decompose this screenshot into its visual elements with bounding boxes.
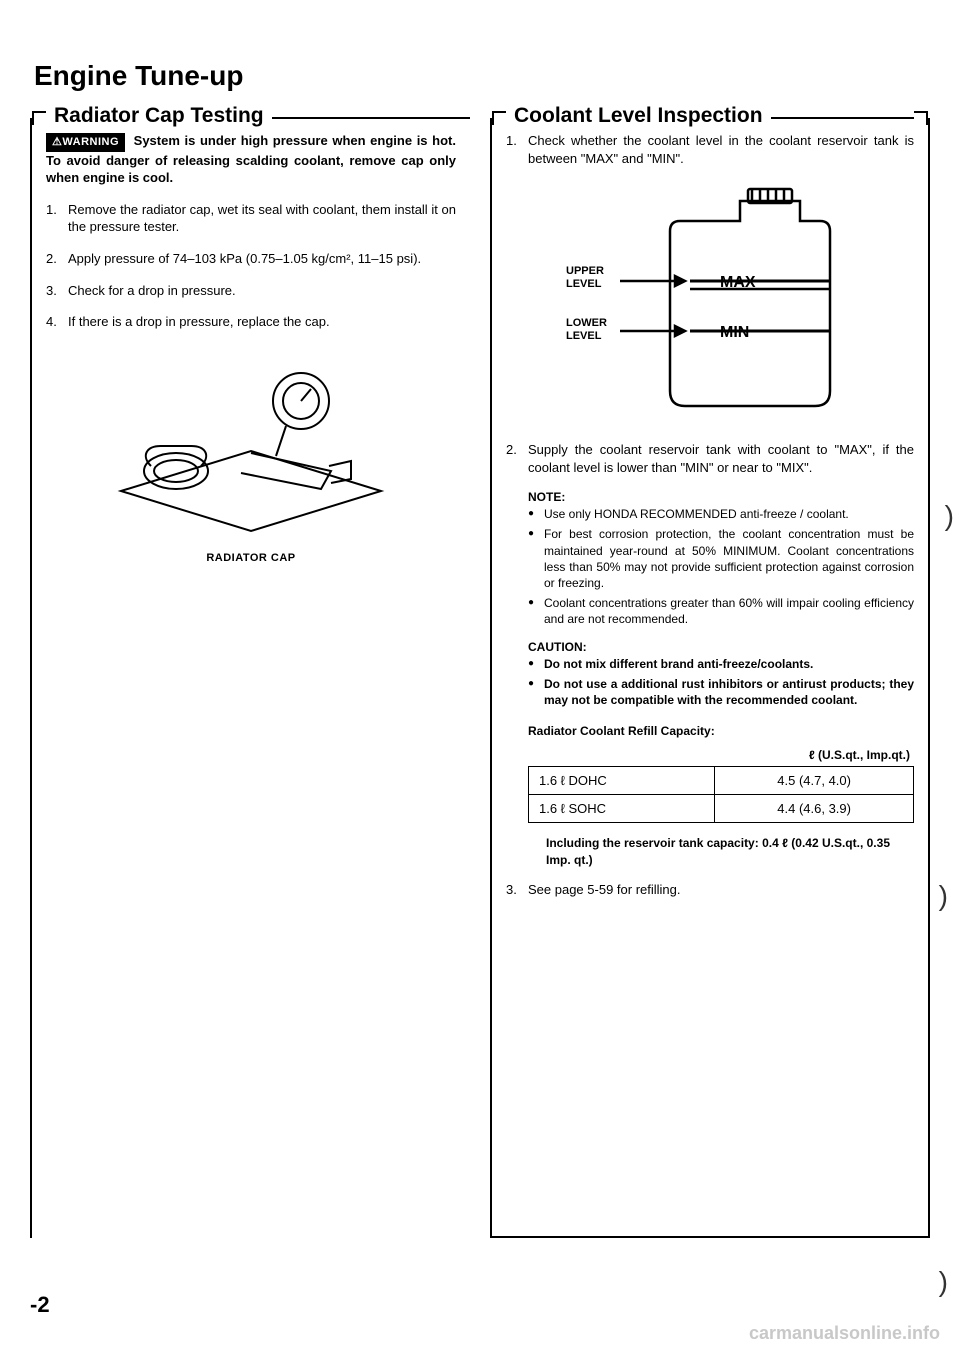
note-heading: NOTE: — [528, 490, 914, 504]
step-text: Remove the radiator cap, wet its seal wi… — [68, 201, 456, 236]
step-item: 1.Check whether the coolant level in the… — [506, 132, 914, 167]
caution-list: Do not mix different brand anti-freeze/c… — [528, 656, 914, 709]
section-title-row: Coolant Level Inspection — [492, 104, 928, 132]
caution-text: Do not mix different brand anti-freeze/c… — [544, 656, 813, 672]
left-column: Radiator Cap Testing ⚠WARNING System is … — [30, 104, 470, 1238]
max-text: MAX — [720, 274, 756, 291]
step-text: See page 5-59 for refilling. — [528, 881, 914, 899]
reservoir-figure: UPPER LEVEL LOWER LEVEL MAX MIN — [560, 181, 860, 421]
corner-tick — [492, 111, 506, 125]
margin-paren: ) — [939, 880, 948, 912]
section-title-row: Radiator Cap Testing — [32, 104, 470, 132]
note-text: Coolant concentrations greater than 60% … — [544, 595, 914, 627]
right-steps-3: 3.See page 5-59 for refilling. — [506, 881, 914, 899]
section-title: Radiator Cap Testing — [46, 104, 272, 128]
table-row: 1.6 ℓ DOHC 4.5 (4.7, 4.0) — [529, 767, 914, 795]
reservoir-note: Including the reservoir tank capacity: 0… — [546, 835, 914, 869]
section-title: Coolant Level Inspection — [506, 104, 771, 128]
page-title: Engine Tune-up — [30, 60, 930, 92]
step-text: If there is a drop in pressure, replace … — [68, 313, 456, 331]
warning-paragraph: ⚠WARNING System is under high pressure w… — [46, 132, 456, 187]
step-text: Check for a drop in pressure. — [68, 282, 456, 300]
step-item: 3.See page 5-59 for refilling. — [506, 881, 914, 899]
table-cell: 4.5 (4.7, 4.0) — [715, 767, 914, 795]
right-column: Coolant Level Inspection 1.Check whether… — [490, 104, 930, 1238]
table-row: 1.6 ℓ SOHC 4.4 (4.6, 3.9) — [529, 795, 914, 823]
radiator-cap-drawing — [101, 361, 401, 541]
table-cell: 1.6 ℓ SOHC — [529, 795, 715, 823]
margin-paren: ) — [939, 1266, 948, 1298]
coolant-level-section: Coolant Level Inspection 1.Check whether… — [490, 118, 930, 1238]
min-text: MIN — [720, 324, 749, 341]
corner-tick — [32, 111, 46, 125]
step-item: 4.If there is a drop in pressure, replac… — [46, 313, 456, 331]
table-cell: 1.6 ℓ DOHC — [529, 767, 715, 795]
note-list: Use only HONDA RECOMMENDED anti-freeze /… — [528, 506, 914, 627]
lower-label2: LEVEL — [566, 330, 602, 342]
right-steps-2: 2.Supply the coolant reservoir tank with… — [506, 441, 914, 476]
caution-item: Do not mix different brand anti-freeze/c… — [528, 656, 914, 672]
right-steps: 1.Check whether the coolant level in the… — [506, 132, 914, 167]
step-item: 3.Check for a drop in pressure. — [46, 282, 456, 300]
caution-item: Do not use a additional rust inhibitors … — [528, 676, 914, 708]
caution-text: Do not use a additional rust inhibitors … — [544, 676, 914, 708]
title-rule — [272, 117, 470, 119]
capacity-heading: Radiator Coolant Refill Capacity: — [528, 724, 914, 738]
two-column-layout: Radiator Cap Testing ⚠WARNING System is … — [30, 104, 930, 1238]
left-steps: 1.Remove the radiator cap, wet its seal … — [46, 201, 456, 331]
step-text: Supply the coolant reservoir tank with c… — [528, 441, 914, 476]
corner-tick — [914, 111, 928, 125]
page-number: -2 — [30, 1292, 50, 1318]
radiator-cap-section: Radiator Cap Testing ⚠WARNING System is … — [30, 118, 470, 1238]
notes-block: NOTE: Use only HONDA RECOMMENDED anti-fr… — [506, 490, 914, 868]
note-text: Use only HONDA RECOMMENDED anti-freeze /… — [544, 506, 849, 522]
caution-heading: CAUTION: — [528, 640, 914, 654]
capacity-table: 1.6 ℓ DOHC 4.5 (4.7, 4.0) 1.6 ℓ SOHC 4.4… — [528, 766, 914, 823]
step-text: Check whether the coolant level in the c… — [528, 132, 914, 167]
upper-label: UPPER — [566, 265, 604, 277]
radiator-cap-figure: RADIATOR CAP — [46, 361, 456, 564]
step-item: 1.Remove the radiator cap, wet its seal … — [46, 201, 456, 236]
watermark: carmanualsonline.info — [749, 1323, 940, 1344]
figure-caption: RADIATOR CAP — [46, 552, 456, 564]
margin-paren: ) — [945, 500, 954, 532]
note-item: Use only HONDA RECOMMENDED anti-freeze /… — [528, 506, 914, 522]
step-item: 2.Apply pressure of 74–103 kPa (0.75–1.0… — [46, 250, 456, 268]
upper-label2: LEVEL — [566, 278, 602, 290]
note-item: Coolant concentrations greater than 60% … — [528, 595, 914, 627]
warning-badge: ⚠WARNING — [46, 133, 125, 152]
table-unit: ℓ (U.S.qt., Imp.qt.) — [528, 748, 910, 762]
table-cell: 4.4 (4.6, 3.9) — [715, 795, 914, 823]
note-text: For best corrosion protection, the coola… — [544, 526, 914, 591]
step-item: 2.Supply the coolant reservoir tank with… — [506, 441, 914, 476]
step-text: Apply pressure of 74–103 kPa (0.75–1.05 … — [68, 250, 456, 268]
lower-label: LOWER — [566, 317, 607, 329]
note-item: For best corrosion protection, the coola… — [528, 526, 914, 591]
title-rule — [771, 117, 914, 119]
